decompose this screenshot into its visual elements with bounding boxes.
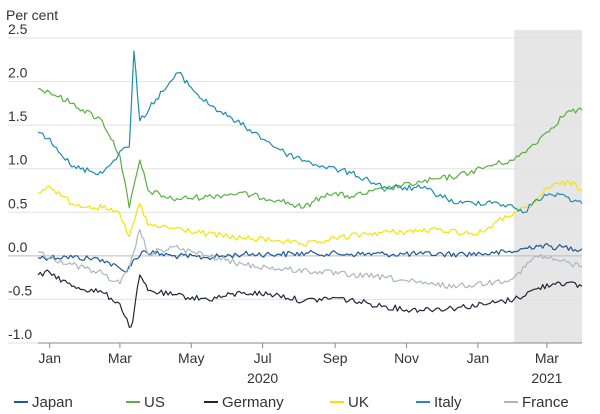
y-tick-label: 2.5 [8,21,28,37]
x-year-label: 2021 [531,370,562,386]
y-tick-label: 0.0 [8,239,28,255]
legend: Japan US Germany UK Italy France [14,394,569,411]
x-tick-label: Jul [254,350,272,366]
series-line-france [37,229,583,289]
legend-label-japan: Japan [32,394,73,411]
series-line-germany [37,269,583,328]
legend-label-france: France [522,394,569,411]
x-axis-ticks: Jan Mar May Jul Sep Nov Jan Mar 2020 2021 [38,342,582,386]
series-line-us [37,87,583,209]
y-axis-unit-label: Per cent [6,7,58,23]
x-tick-label: Nov [394,350,419,366]
y-tick-label: -1.0 [8,326,32,342]
legend-label-uk: UK [348,394,369,411]
legend-label-germany: Germany [222,394,284,411]
x-tick-label: May [178,350,204,366]
y-tick-label: -0.5 [8,282,32,298]
shaded-region [514,30,582,343]
series-line-uk [37,180,583,247]
legend-label-italy: Italy [434,394,462,411]
series-lines [37,50,583,328]
series-line-italy [37,50,583,214]
series-line-japan [37,242,583,273]
y-tick-label: 1.0 [8,152,28,168]
legend-label-us: US [144,394,165,411]
x-tick-label: Sep [323,350,348,366]
y-tick-label: 0.5 [8,195,28,211]
x-year-label: 2020 [247,370,278,386]
x-tick-label: Mar [108,350,132,366]
y-axis-ticks: 2.5 2.0 1.5 1.0 0.5 0.0 -0.5 -1.0 [8,21,32,342]
x-tick-label: Jan [38,350,61,366]
x-tick-label: Mar [535,350,559,366]
y-tick-label: 1.5 [8,108,28,124]
x-tick-label: Jan [467,350,490,366]
y-tick-label: 2.0 [8,65,28,81]
